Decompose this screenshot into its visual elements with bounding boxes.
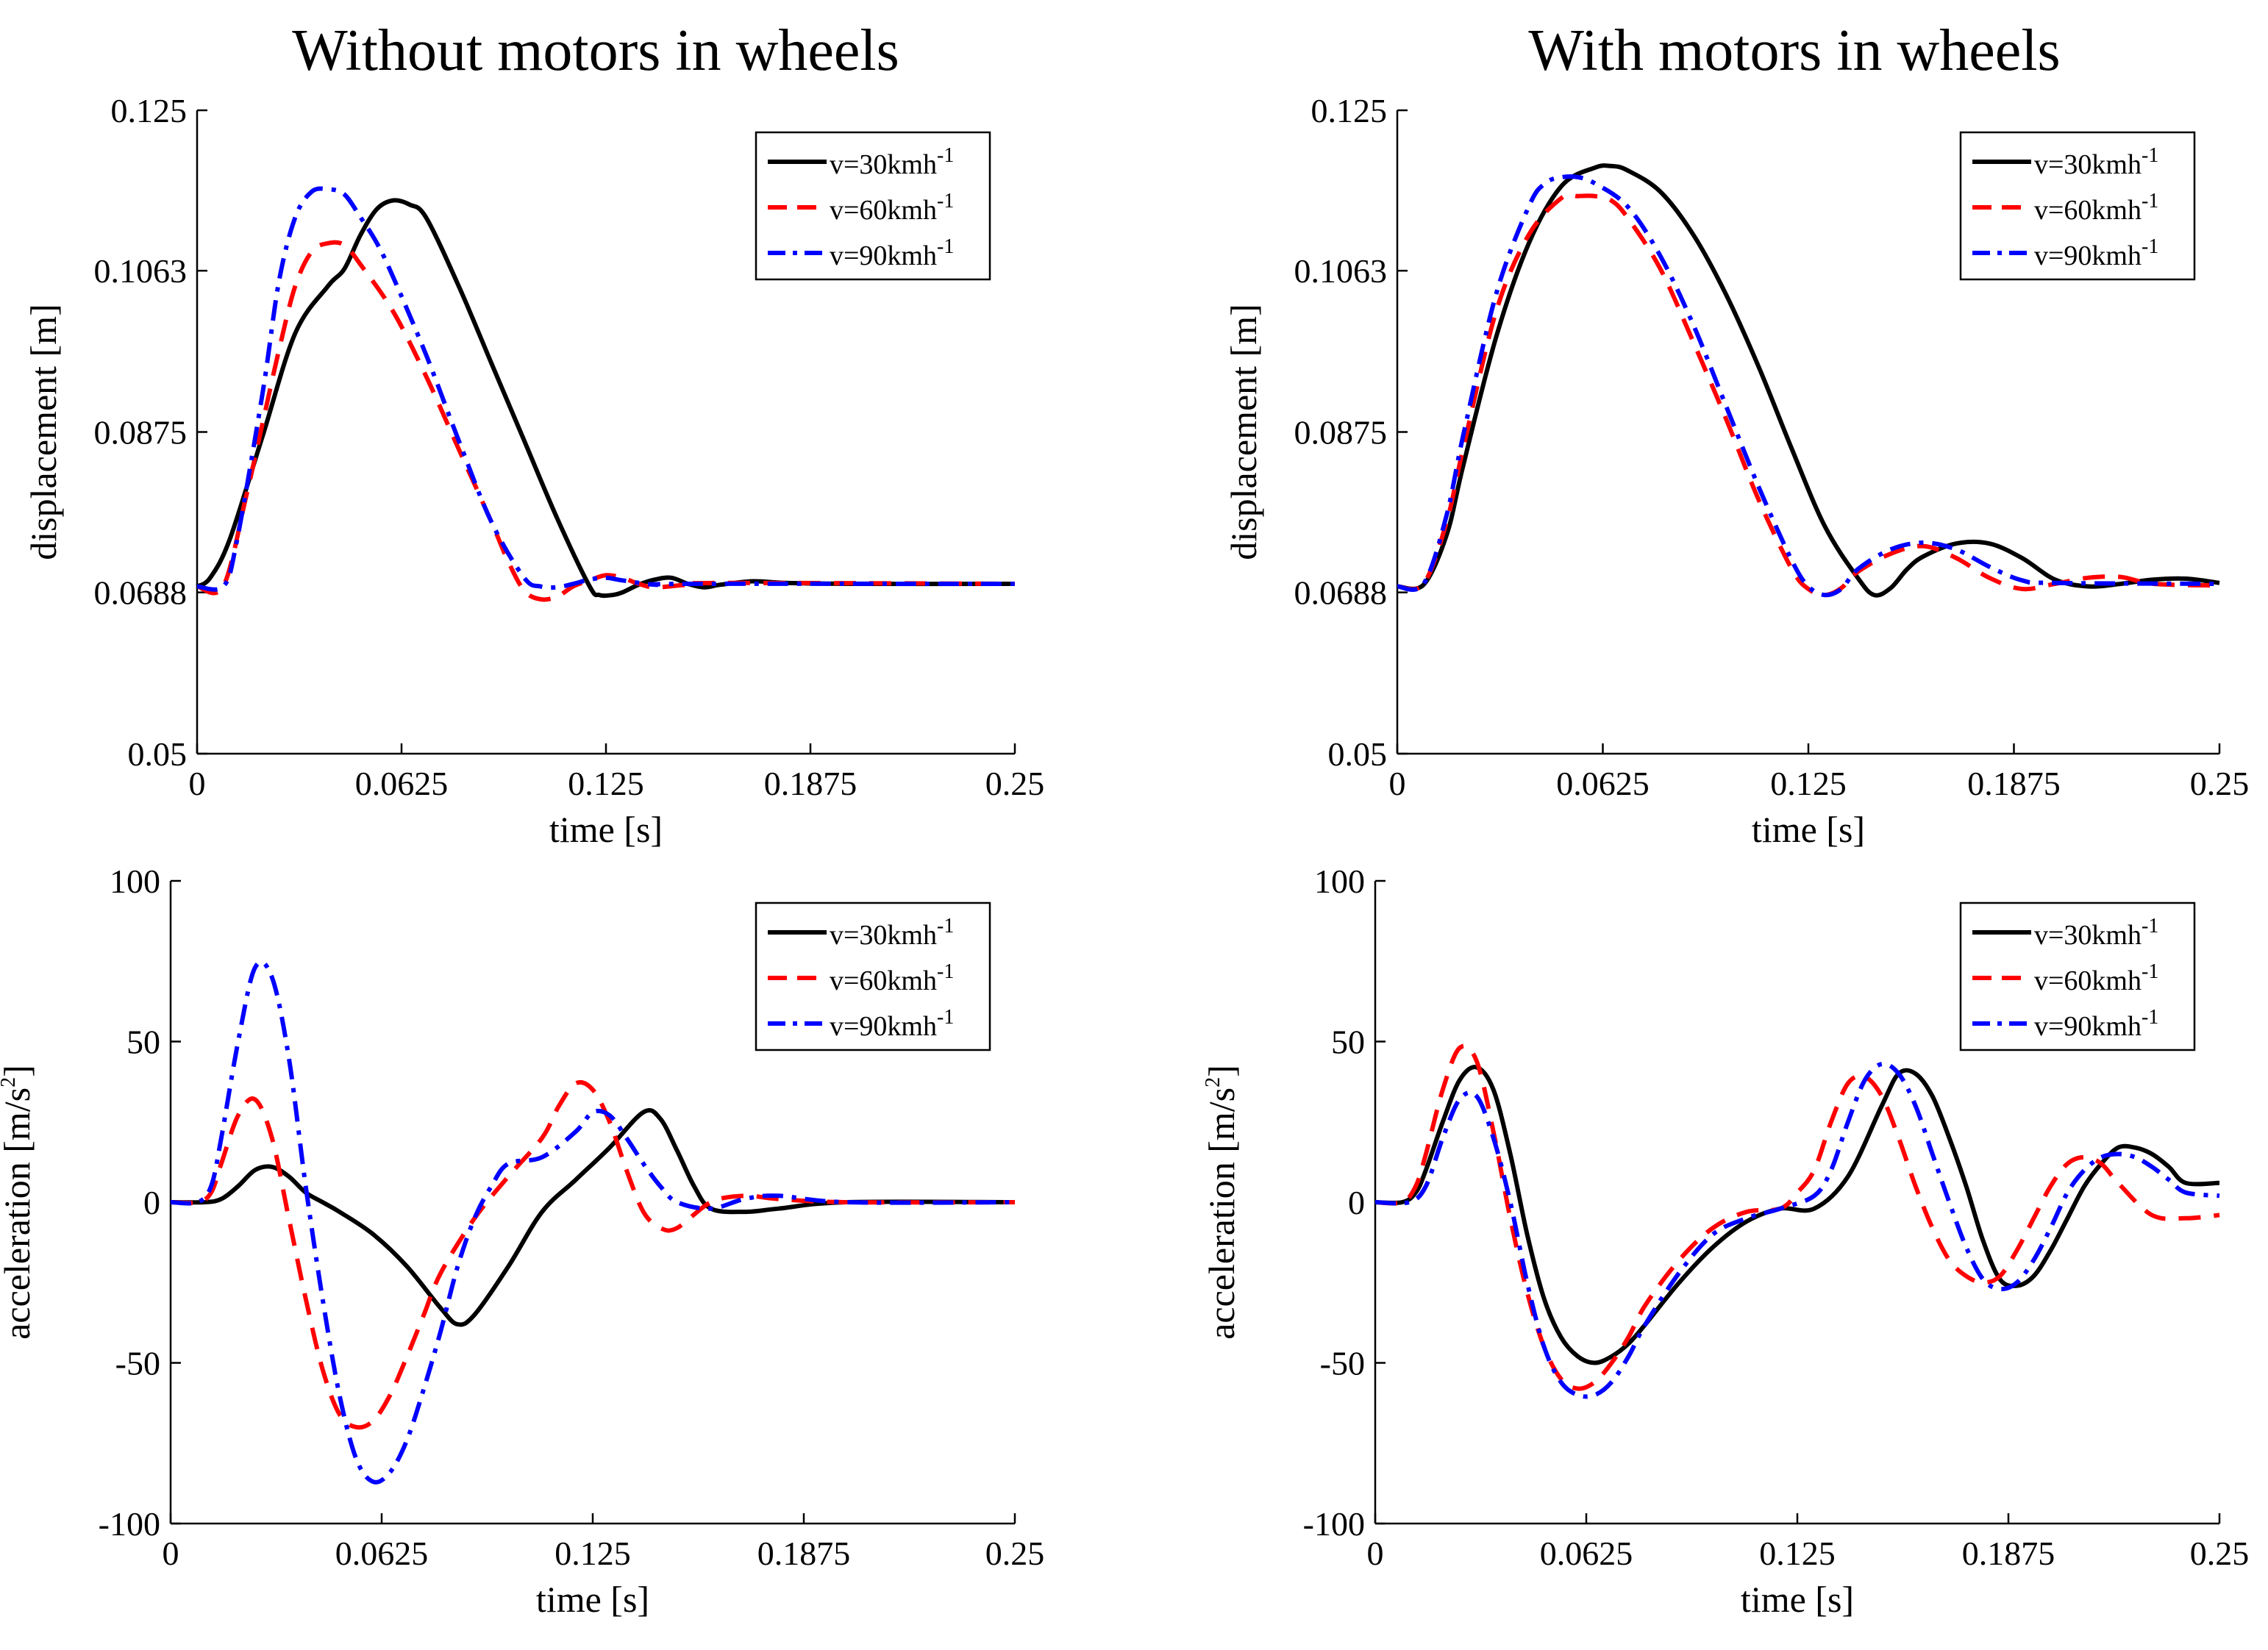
legend-label-v30: v=30kmh-1 [830,144,954,180]
legend-label-v90: v=90kmh-1 [830,235,954,271]
x-tick-label: 0.0625 [1540,1535,1633,1572]
legend: v=30kmh-1 v=60kmh-1 v=90kmh-1 [1959,901,2196,1051]
chart-disp_without: 0 0.0625 0.125 0.1875 0.25 0.05 0.0688 0.0875 0.… [23,92,1044,850]
legend-label-v30: v=30kmh-1 [2034,144,2158,180]
y-axis-label-exponent: 2 [0,1077,20,1088]
x-tick-label: 0.1875 [1962,1535,2055,1572]
y-tick-label: 0 [143,1184,160,1221]
series-line-v90 [196,186,1016,592]
x-tick-label: 0.0625 [335,1535,429,1572]
chart-disp_with: 0 0.0625 0.125 0.1875 0.25 0.05 0.0688 0.0875 0.… [1223,92,2249,850]
x-tick-label: 0.25 [985,1535,1045,1572]
series-line-v60 [170,1079,1016,1430]
column-title-with: With motors in wheels [1528,18,2060,83]
x-tick-label: 0 [1367,1535,1384,1572]
legend: v=30kmh-1 v=60kmh-1 v=90kmh-1 [755,131,991,281]
y-tick-label: 0.0875 [94,414,188,451]
series-line-v90 [170,960,1016,1485]
x-tick-label: 0 [189,765,206,802]
y-tick-label: -50 [1320,1345,1365,1382]
x-tick-label: 0.25 [2190,765,2250,802]
y-axis-label: displacement [m] [1223,304,1264,560]
y-tick-label: -100 [1303,1505,1365,1543]
legend-label-v60: v=60kmh-1 [2034,960,2158,996]
x-axis-label: time [s] [536,1579,649,1620]
y-tick-label: 0.1063 [94,252,188,290]
series-line-v30 [1397,163,2220,598]
series-line-v30 [170,1108,1016,1327]
y-axis-label: displacement [m] [23,304,64,560]
y-tick-label: 0.125 [1311,92,1388,129]
legend-label-v60: v=60kmh-1 [830,190,954,226]
x-tick-label: 0.1875 [1967,765,2061,802]
legend-label-v90: v=90kmh-1 [2034,235,2158,271]
series-line-v60 [1374,1043,2220,1391]
x-tick-label: 0 [1389,765,1406,802]
x-tick-label: 0.0625 [355,765,449,802]
legend-label-v30: v=30kmh-1 [2034,915,2158,951]
chart-acc_without: 0 0.0625 0.125 0.1875 0.25 -100 -50 0 50 100 time … [0,863,1044,1620]
y-axis-label-exponent: 2 [1202,1077,1224,1088]
y-tick-label: 50 [126,1024,160,1061]
legend-label-v90: v=90kmh-1 [830,1006,954,1042]
y-tick-label: 100 [110,863,160,900]
x-tick-label: 0.1875 [757,1535,851,1572]
y-tick-label: 50 [1331,1024,1365,1061]
y-tick-label: 0.0875 [1294,414,1388,451]
x-tick-label: 0.25 [2190,1535,2250,1572]
legend: v=30kmh-1 v=60kmh-1 v=90kmh-1 [755,901,991,1051]
legend-label-v60: v=60kmh-1 [830,960,954,996]
y-axis-label: acceleration [m/s2] [0,1065,38,1340]
y-tick-label: 0 [1348,1184,1365,1221]
legend-label-v30: v=30kmh-1 [830,915,954,951]
y-tick-label: 100 [1314,863,1365,900]
series-line-v60 [1397,192,2220,598]
series-line-v30 [196,198,1016,599]
x-axis-label: time [s] [1752,809,1865,850]
series-line-v90 [1374,1061,2220,1399]
y-axis-label: acceleration [m/s2] [1201,1065,1242,1340]
y-tick-label: 0.1063 [1294,252,1388,290]
x-tick-label: 0.125 [1759,1535,1836,1572]
y-tick-label: -100 [99,1505,160,1543]
series-line-v90 [1397,174,2220,598]
legend-label-v90: v=90kmh-1 [2034,1006,2158,1042]
x-tick-label: 0.25 [985,765,1045,802]
x-tick-label: 0.125 [554,1535,631,1572]
y-tick-label: -50 [115,1345,160,1382]
chart-acc_with: 0 0.0625 0.125 0.1875 0.25 -100 -50 0 50 100 time … [1201,863,2249,1620]
legend: v=30kmh-1 v=60kmh-1 v=90kmh-1 [1959,131,2196,281]
legend-label-v60: v=60kmh-1 [2034,190,2158,226]
y-tick-label: 0.0688 [1294,574,1388,612]
x-tick-label: 0.125 [568,765,644,802]
x-axis-label: time [s] [1741,1579,1854,1620]
y-tick-label: 0.05 [1328,735,1388,773]
y-tick-label: 0.0688 [94,574,188,612]
y-tick-label: 0.05 [128,735,188,773]
column-title-without: Without motors in wheels [292,18,899,83]
x-tick-label: 0 [163,1535,179,1572]
x-tick-label: 0.1875 [764,765,857,802]
y-tick-label: 0.125 [111,92,188,129]
x-axis-label: time [s] [549,809,663,850]
x-tick-label: 0.0625 [1556,765,1650,802]
x-tick-label: 0.125 [1770,765,1847,802]
series-line-v30 [1374,1065,2220,1365]
